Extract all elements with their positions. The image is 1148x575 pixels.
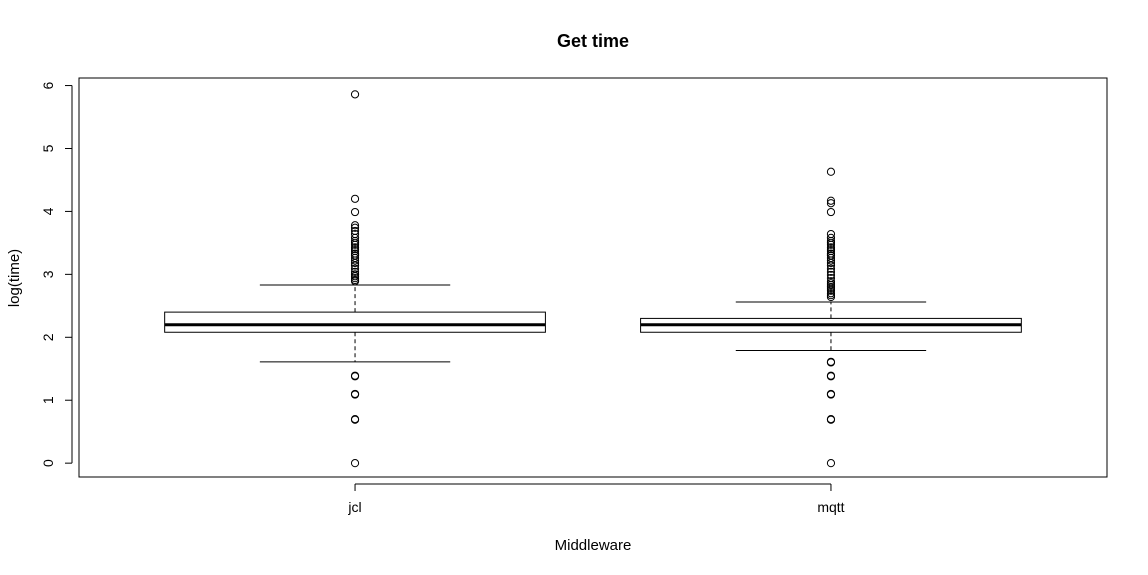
outlier-point [826, 229, 836, 239]
y-tick-label: 6 [40, 81, 56, 89]
y-tick-label: 4 [40, 207, 56, 215]
outlier-point [350, 249, 360, 258]
outlier-point [350, 226, 360, 236]
plot-frame [78, 77, 1108, 478]
outlier-point [350, 90, 360, 99]
outlier-point [350, 243, 360, 252]
outlier-point [350, 194, 360, 203]
outlier-point [826, 277, 836, 286]
outlier-point [350, 415, 360, 424]
box-jcl [164, 90, 546, 468]
outlier-point [350, 270, 360, 279]
y-tick-label: 3 [40, 270, 56, 278]
outlier-point [826, 199, 836, 208]
x-axis: jcl mqtt [347, 483, 845, 515]
x-tick-label: mqtt [817, 499, 844, 515]
outlier-point [826, 167, 836, 176]
box-iqr [164, 311, 546, 333]
boxes-group [164, 90, 1022, 468]
outlier-point [826, 415, 836, 424]
outlier-point [350, 207, 360, 217]
outlier-point [350, 371, 360, 380]
outlier-point [826, 207, 836, 217]
outlier-point [826, 270, 836, 280]
outlier-point [826, 264, 836, 273]
outlier-point [826, 289, 836, 298]
y-tick-label: 1 [40, 396, 56, 404]
y-tick-label: 2 [40, 333, 56, 341]
outlier-point [350, 221, 360, 230]
outlier-point [350, 264, 360, 273]
outlier-point [826, 357, 836, 366]
outlier-point [350, 267, 360, 276]
y-axis: 0 1 2 3 4 5 6 [40, 81, 73, 467]
x-tick-label: jcl [347, 499, 361, 515]
x-axis-label: Middleware [555, 537, 632, 554]
chart-title: Get time [557, 31, 629, 51]
outlier-point [826, 389, 836, 399]
outlier-point [826, 233, 836, 242]
outlier-point [826, 274, 836, 283]
outlier-point [350, 229, 360, 239]
outlier-point [350, 459, 360, 468]
outlier-point [350, 223, 360, 232]
y-axis-label: log(time) [6, 249, 23, 307]
outlier-point [826, 371, 836, 380]
box-mqtt [640, 167, 1022, 468]
outlier-point [826, 243, 836, 252]
y-tick-label: 5 [40, 144, 56, 152]
outlier-point [826, 196, 836, 205]
y-tick-label: 0 [40, 459, 56, 467]
outlier-point [350, 389, 360, 399]
outlier-point [826, 267, 836, 276]
outlier-point [826, 249, 836, 258]
outlier-point [826, 459, 836, 468]
